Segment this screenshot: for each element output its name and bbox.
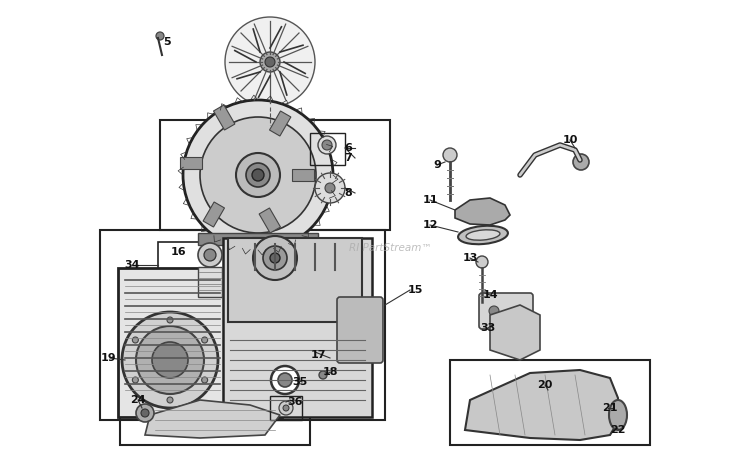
Text: 14: 14 [482, 290, 498, 300]
Bar [180, 157, 202, 169]
Text: 9: 9 [433, 160, 441, 170]
Circle shape [265, 57, 275, 67]
Circle shape [136, 404, 154, 422]
Circle shape [325, 183, 335, 193]
Circle shape [246, 163, 270, 187]
Text: 33: 33 [480, 323, 496, 333]
Circle shape [136, 326, 204, 394]
Circle shape [236, 153, 280, 197]
Text: 15: 15 [407, 285, 423, 295]
Circle shape [183, 100, 333, 250]
FancyBboxPatch shape [228, 238, 362, 322]
Circle shape [132, 377, 138, 383]
Bar [450, 360, 650, 445]
Bar [100, 230, 385, 420]
Circle shape [132, 337, 138, 343]
Bar [198, 233, 318, 245]
Text: 18: 18 [322, 367, 338, 377]
Circle shape [278, 373, 292, 387]
Circle shape [283, 405, 289, 411]
FancyBboxPatch shape [223, 238, 372, 417]
Circle shape [315, 173, 345, 203]
Circle shape [253, 236, 297, 280]
Circle shape [202, 337, 208, 343]
Ellipse shape [458, 226, 508, 244]
Circle shape [443, 148, 457, 162]
Text: 12: 12 [422, 220, 438, 230]
Circle shape [263, 246, 287, 270]
Bar [310, 133, 345, 165]
Circle shape [322, 140, 332, 150]
Bar [259, 208, 280, 233]
Circle shape [167, 397, 173, 403]
Bar [160, 120, 390, 230]
Text: 21: 21 [602, 403, 618, 413]
Circle shape [204, 249, 216, 261]
Circle shape [156, 32, 164, 40]
Text: 6: 6 [344, 143, 352, 153]
Bar [214, 105, 235, 130]
Text: 24: 24 [130, 395, 146, 405]
Circle shape [489, 306, 499, 316]
Text: 5: 5 [164, 37, 171, 47]
Bar [270, 396, 302, 420]
Circle shape [202, 377, 208, 383]
Circle shape [141, 409, 149, 417]
Text: 36: 36 [287, 397, 303, 407]
Circle shape [252, 169, 264, 181]
Circle shape [122, 312, 218, 408]
Circle shape [260, 52, 280, 72]
Bar [269, 111, 291, 136]
Text: 34: 34 [124, 260, 140, 270]
Ellipse shape [466, 230, 500, 240]
Text: 13: 13 [462, 253, 478, 263]
Polygon shape [145, 400, 280, 438]
FancyBboxPatch shape [118, 268, 282, 417]
Bar [198, 267, 222, 297]
Circle shape [573, 154, 589, 170]
Circle shape [167, 317, 173, 323]
Bar [158, 242, 248, 290]
Polygon shape [465, 370, 618, 440]
Text: 7: 7 [344, 153, 352, 163]
Text: 35: 35 [292, 377, 308, 387]
Text: 10: 10 [562, 135, 578, 145]
PathPatch shape [455, 198, 510, 225]
Circle shape [200, 117, 316, 233]
FancyBboxPatch shape [337, 297, 383, 363]
Circle shape [270, 253, 280, 263]
Text: 16: 16 [170, 247, 186, 257]
Circle shape [279, 401, 293, 415]
Ellipse shape [609, 400, 627, 430]
Circle shape [198, 243, 222, 267]
Circle shape [152, 342, 188, 378]
Text: 11: 11 [422, 195, 438, 205]
Circle shape [271, 366, 299, 394]
Circle shape [476, 256, 488, 268]
Circle shape [225, 17, 315, 107]
Polygon shape [490, 305, 540, 360]
Bar [252, 237, 264, 244]
Circle shape [318, 136, 336, 154]
Bar [120, 360, 310, 445]
Text: RI PartStream™: RI PartStream™ [349, 243, 431, 253]
Bar [203, 202, 224, 227]
Text: 20: 20 [537, 380, 553, 390]
Text: 17: 17 [310, 350, 326, 360]
Bar [292, 169, 314, 181]
Circle shape [319, 371, 327, 379]
Text: 19: 19 [100, 353, 116, 363]
Text: 22: 22 [610, 425, 626, 435]
Text: 8: 8 [344, 188, 352, 198]
FancyBboxPatch shape [479, 293, 533, 329]
